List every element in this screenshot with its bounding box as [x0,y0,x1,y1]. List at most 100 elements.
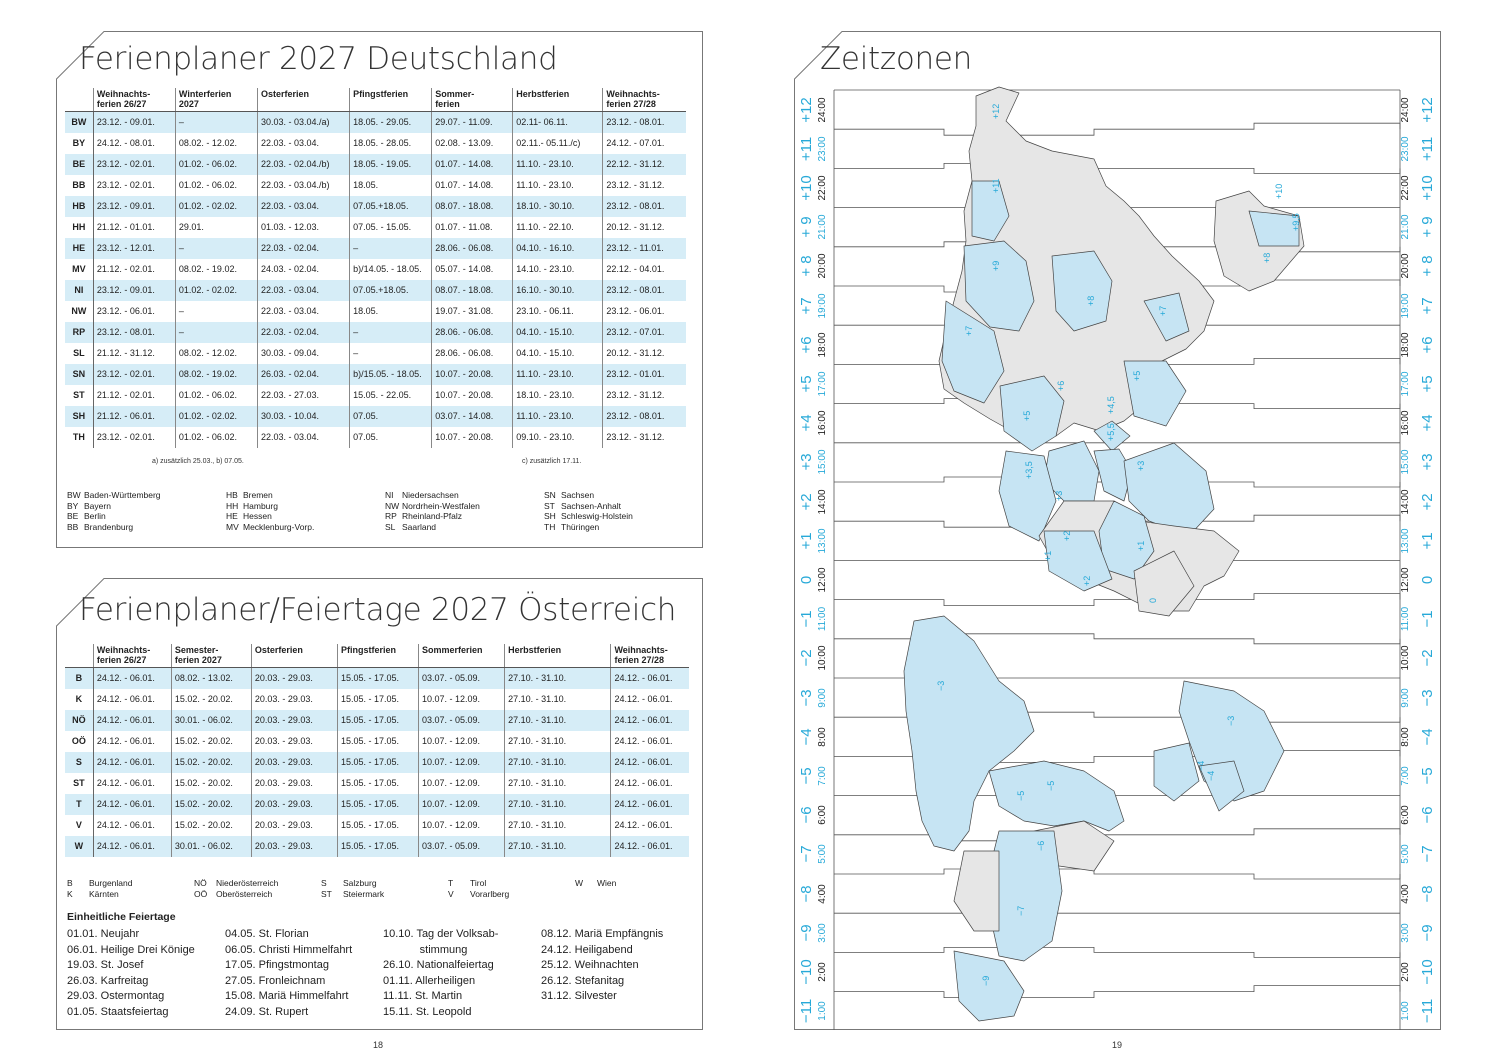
table-cell: 22.03. - 03.04. [256,133,350,154]
holiday-item: 31.12. Silvester [541,990,617,1003]
timezone-time-right: 12:00 [1400,567,1411,593]
row-abbr: BY [65,133,94,154]
timezone-offset-right: 0 [1419,575,1436,585]
map-zone-label: +7 [964,326,974,336]
table-cell: 11.10. - 23.10. [512,154,603,175]
column-header: Pfingstferien [336,644,419,668]
legend-abbr: HE [226,511,238,521]
table-cell: 27.10. - 31.10. [504,794,611,815]
land-region [1043,530,1113,592]
table-cell: 01.02. - 02.02. [174,280,258,301]
table-cell: 18.05. - 19.05. [349,154,432,175]
map-zone-label: +9,5 [1291,213,1301,231]
table-row: SN 23.12. - 02.01. 08.02. - 19.02. 26.03. -… [65,364,686,385]
table-cell: 23.10. - 06.11. [512,301,603,322]
timezone-offset-left: +4 [798,414,815,432]
table-cell: 30.03. - 09.04. [256,343,350,364]
holiday-item: 27.05. Fronleichnam [225,974,326,987]
table-cell: 10.07. - 20.08. [431,385,513,406]
map-zone-labels: +12+11 +10+9,5+9+8+8+7+7+6+5+5+4,5+5,5+3,… [936,104,1301,986]
table-cell: 23.12. - 08.01. [602,196,686,217]
table-cell: 07.05. - 15.05. [349,217,432,238]
map-zone-label: +3 [1054,491,1064,501]
timezone-time-right: 3:00 [1400,923,1411,943]
timezone-offset-left: +5 [798,375,815,393]
holiday-item: 15.08. Mariä Himmelfahrt [225,990,349,1003]
table-cell: 19.07. - 31.08. [431,301,513,322]
table-cell: 22.03. - 02.04. [256,238,350,259]
table-cell: 10.07. - 12.09. [417,794,505,815]
holiday-item: stimmung [383,943,468,956]
timezone-time-left: 24:00 [817,97,828,123]
legend-item: HH Hamburg [226,500,278,511]
row-abbr: S [65,752,94,773]
legend-item: BB Brandenburg [67,521,134,532]
table-cell: 09.10. - 23.10. [512,427,603,448]
map-zone-label: −4 [1206,771,1216,781]
timezone-time-left: 3:00 [817,923,828,943]
table-cell: 11.10. - 23.10. [512,175,603,196]
legend-abbr: S [321,878,327,888]
land-region [1198,760,1245,812]
legend-item: T Tirol [448,878,487,888]
land-region [1153,742,1200,802]
timezone-offset-left: −5 [798,767,815,785]
table-cell: 23.12. - 31.12. [602,175,686,196]
timezone-time-left: 20:00 [817,253,828,279]
timezone-time-left: 19:00 [817,293,828,319]
land-masses [903,86,1305,1022]
legend-item: ST Sachsen-Anhalt [544,500,622,511]
table-cell: 15.02. - 20.02. [170,794,252,815]
timezone-time-left: 7:00 [817,766,828,786]
table-cell: 15.02. - 20.02. [170,689,252,710]
land-region [903,615,1035,852]
timezone-offset-right: −2 [1419,649,1436,667]
table-cell: 15.02. - 20.02. [170,773,252,794]
legend-item: SH Schleswig-Holstein [544,511,633,521]
timezone-time-left: 13:00 [817,528,828,554]
timezone-time-right: 20:00 [1400,253,1411,279]
timezone-offset-left: 0 [798,575,815,585]
timezone-boundary [834,947,1401,958]
panel-frame [794,31,1441,1030]
table-cell: 01.07. - 14.08. [431,154,513,175]
table-cell: 07.05. [349,427,432,448]
land-region [1143,292,1190,342]
row-abbr: NÖ [65,710,94,731]
column-header: Sommer-ferien [431,88,513,112]
land-region [988,830,1063,962]
holiday-item: 15.11. St. Leopold [383,1005,472,1018]
table-row: NW 23.12. - 06.01. –22.03. - 03.04. 18.05. 1… [65,301,686,322]
table-cell: 27.10. - 31.10. [504,731,611,752]
map-zone-label: +5,5 [1106,423,1116,441]
timezone-offset-right: + 8 [1419,255,1436,278]
holidays-column: 08.12. Mariä Empfängnis 24.12. Heiligaben… [541,927,663,1005]
map-zone-label: +10 [1274,184,1284,199]
table-cell: 24.12. - 07.01. [602,133,686,154]
map-zone-label: +1 [1043,551,1053,561]
table-cell: b)/14.05. - 18.05. [349,259,432,280]
timezone-offset-right: +12 [1419,96,1436,123]
legend-abbr: OÖ [194,888,208,899]
land-region [941,300,1005,404]
table-row: BB 23.12. - 02.01. 01.02. - 06.02. 22.03. -… [65,175,686,196]
table-row: MV 21.12. - 02.01. 08.02. - 19.02. 24.03. -… [65,259,686,280]
table-cell: 24.12. - 06.01. [610,815,689,836]
holiday-item: 24.12. Heiligabend [541,943,633,956]
table-cell: 15.05. - 17.05. [336,773,419,794]
table-cell: – [349,238,432,259]
map-zone-label: +2 [1082,576,1092,586]
page-title-de: Ferienplaner 2027 Deutschland [79,41,558,77]
map-zone-label: −6 [1036,841,1046,851]
table-cell: 15.05. - 17.05. [336,731,419,752]
land-region [1098,500,1155,580]
table-cell: 02.11- 06.11. [512,111,603,133]
map-zone-label: +5 [1022,411,1032,421]
panel-deutschland: Ferienplaner 2027 Deutschland Weihnachts… [56,31,703,548]
row-abbr: HH [65,217,94,238]
column-header: Weihnachts-ferien 26/27 [92,644,172,668]
table-cell: 22.03. - 03.04. [256,427,350,448]
legend-abbr: B [67,878,73,888]
legend-column: W Wien [575,878,616,889]
timezone-time-right: 11:00 [1400,607,1411,632]
